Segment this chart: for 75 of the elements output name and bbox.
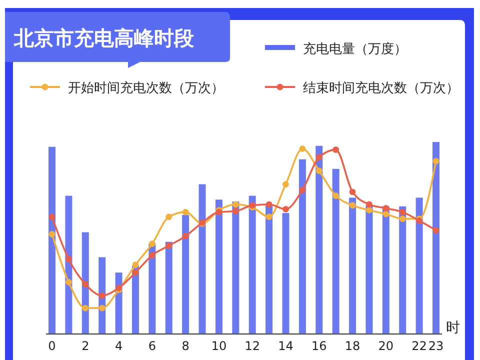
legend-label: 充电电量（万度） [303, 41, 407, 57]
x-tick-label: 6 [148, 339, 156, 353]
point [382, 205, 390, 212]
point [65, 256, 72, 262]
point [299, 146, 306, 152]
point [98, 292, 106, 299]
point [148, 252, 156, 258]
point [332, 192, 340, 199]
point [399, 208, 406, 216]
point [332, 146, 340, 153]
legend-label: 开始时间充电次数（万次） [68, 81, 224, 96]
point [48, 230, 56, 238]
bar [332, 168, 340, 334]
x-tick-label: 12 [244, 339, 260, 353]
point [132, 262, 139, 268]
point [166, 242, 172, 249]
point [98, 304, 106, 312]
bar [366, 205, 373, 334]
point [349, 188, 356, 196]
point [299, 186, 306, 194]
chart-title: 北京市充电高峰时段 [13, 26, 195, 50]
bar [349, 198, 356, 334]
bar [416, 198, 423, 334]
point [282, 206, 289, 212]
point [65, 278, 72, 286]
point [166, 214, 172, 220]
x-tick-label: 23 [428, 339, 444, 353]
point [82, 280, 89, 288]
legend-label: 结束时间充电次数（万次） [303, 81, 459, 96]
x-tick-label: 4 [114, 339, 123, 353]
point [349, 202, 356, 209]
bar [382, 206, 390, 334]
x-tick-label: 8 [182, 339, 190, 353]
point [48, 214, 56, 220]
bar [48, 146, 56, 334]
point [316, 154, 322, 161]
bar [182, 214, 190, 334]
bar [248, 196, 256, 334]
x-tick-label: 16 [311, 339, 327, 353]
x-tick-label: 2 [82, 339, 90, 353]
point [148, 240, 156, 247]
x-tick-label: 10 [211, 339, 227, 353]
point [382, 210, 390, 218]
x-tick-label: 20 [378, 339, 394, 353]
bar [165, 242, 172, 334]
x-axis-title: 时 [446, 320, 460, 336]
bar [198, 184, 206, 334]
x-tick-label: 0 [48, 339, 56, 353]
point [266, 201, 272, 208]
point [316, 168, 322, 174]
point [432, 227, 440, 234]
bar [215, 200, 222, 334]
point [82, 304, 89, 312]
point [366, 206, 372, 214]
point [182, 208, 189, 216]
point [232, 201, 239, 208]
bar [266, 205, 273, 334]
point [266, 214, 272, 220]
point [366, 201, 372, 208]
bar [399, 206, 406, 334]
bar [232, 202, 240, 334]
x-tick-label: 14 [278, 339, 294, 353]
bar [316, 146, 323, 334]
point [182, 232, 189, 240]
point [399, 216, 406, 222]
bar [432, 142, 440, 334]
bar [282, 213, 290, 334]
x-tick-label: 18 [344, 339, 360, 353]
point [132, 269, 139, 276]
point [282, 181, 289, 188]
bar [148, 244, 156, 334]
point [432, 158, 440, 164]
x-tick-label: 22 [412, 339, 427, 353]
point [232, 208, 239, 214]
bar [298, 159, 306, 334]
